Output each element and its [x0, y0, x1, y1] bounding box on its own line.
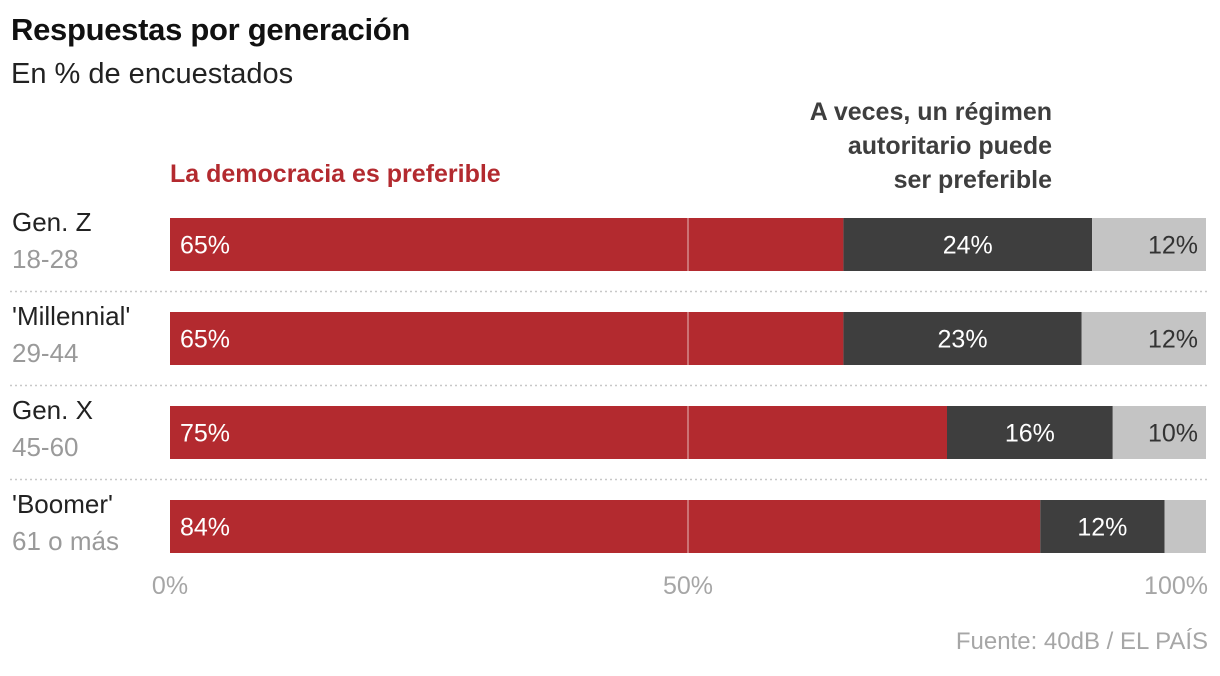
- row-age-range: 61 o más: [12, 526, 119, 556]
- bar-segment-other: [1164, 500, 1206, 553]
- bar-segment-democracy: [170, 406, 947, 459]
- bar-value-label: 12%: [1148, 232, 1198, 260]
- bar-segment-democracy: [170, 218, 844, 271]
- bar-value-label: 10%: [1148, 420, 1198, 448]
- bar-segment-democracy: [170, 312, 844, 365]
- row-label: Gen. Z: [12, 207, 92, 237]
- bar-segment-authoritarian: [1040, 500, 1165, 553]
- bar-segment-authoritarian: [843, 312, 1082, 365]
- bar-value-label: 23%: [938, 326, 988, 354]
- legend-authoritarian-line-2: autoritario puede: [847, 132, 1052, 160]
- row-age-range: 29-44: [12, 338, 79, 368]
- chart-subtitle: En % de encuestados: [11, 58, 294, 90]
- legend-authoritarian-line-3: ser preferible: [893, 166, 1052, 194]
- legend-authoritarian-line-1: A veces, un régimen: [809, 98, 1052, 126]
- bar-value-label: 24%: [943, 232, 993, 260]
- row-age-range: 45-60: [12, 432, 79, 462]
- bar-segment-other: [1112, 406, 1206, 459]
- bar-segment-other: [1081, 312, 1206, 365]
- bar-value-label: 12%: [1077, 514, 1127, 542]
- row-label: 'Boomer': [12, 489, 113, 519]
- bar-value-label: 84%: [180, 514, 230, 542]
- row-label: 'Millennial': [12, 301, 131, 331]
- bar-value-label: 16%: [1005, 420, 1055, 448]
- bar-value-label: 65%: [180, 232, 230, 260]
- legend-democracy: La democracia es preferible: [170, 160, 501, 188]
- bar-segment-authoritarian: [843, 218, 1093, 271]
- bar-segment-other: [1092, 218, 1206, 271]
- bar-value-label: 65%: [180, 326, 230, 354]
- chart-title: Respuestas por generación: [11, 12, 411, 47]
- source-note: Fuente: 40dB / EL PAÍS: [955, 628, 1208, 655]
- x-axis-tick-label: 0%: [152, 572, 188, 600]
- bar-segment-democracy: [170, 500, 1041, 553]
- row-age-range: 18-28: [12, 244, 79, 274]
- legend-authoritarian: A veces, un régimen autoritario puede se…: [712, 95, 1052, 197]
- x-axis-tick-label: 100%: [1144, 572, 1208, 600]
- row-label: Gen. X: [12, 395, 93, 425]
- bar-value-label: 12%: [1148, 326, 1198, 354]
- x-axis-tick-label: 50%: [663, 572, 713, 600]
- bar-segment-authoritarian: [947, 406, 1113, 459]
- bar-value-label: 75%: [180, 420, 230, 448]
